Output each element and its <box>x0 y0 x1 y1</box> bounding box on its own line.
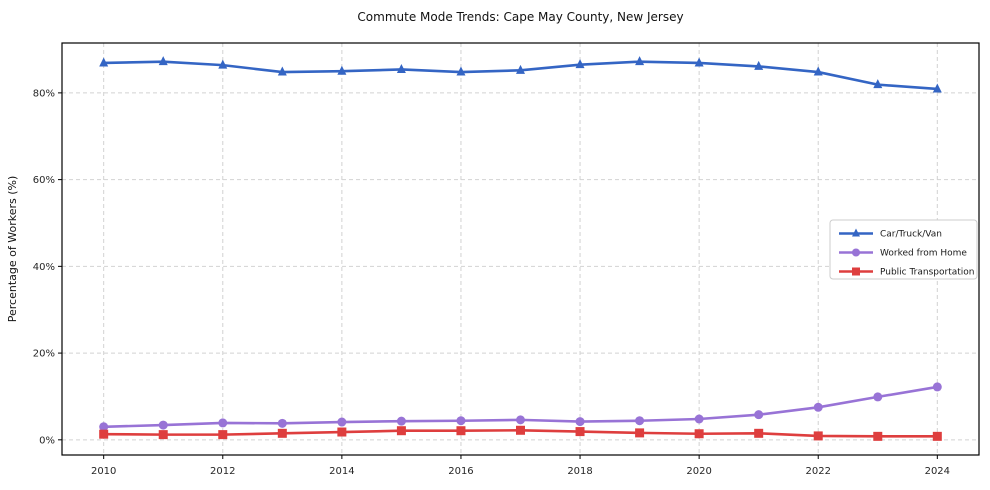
marker-public-transportation <box>99 429 109 439</box>
x-tick-label: 2012 <box>210 466 235 477</box>
marker-car-truck-van <box>277 66 287 76</box>
marker-worked-from-home <box>516 415 525 425</box>
plot-border <box>61 42 980 456</box>
x-tick-label: 2024 <box>925 466 950 477</box>
legend-marker-car-truck-van <box>852 228 860 237</box>
marker-car-truck-van <box>218 59 228 69</box>
marker-worked-from-home <box>575 417 585 427</box>
x-tick-label: 2010 <box>91 466 116 477</box>
marker-worked-from-home <box>932 382 942 392</box>
marker-worked-from-home <box>813 402 823 412</box>
marker-worked-from-home <box>99 422 109 432</box>
y-tick-label: 60% <box>33 175 55 186</box>
legend-label: Worked from Home <box>880 249 967 259</box>
marker-car-truck-van <box>694 57 704 67</box>
marker-public-transportation <box>754 428 764 438</box>
marker-public-transportation <box>635 428 645 438</box>
marker-car-truck-van <box>158 56 168 66</box>
x-tick-label: 2020 <box>686 466 711 477</box>
marker-public-transportation <box>932 431 942 441</box>
marker-public-transportation <box>694 429 704 439</box>
x-tick-label: 2016 <box>448 466 473 477</box>
y-tick-label: 0% <box>39 435 55 446</box>
x-tick-label: 2014 <box>329 466 354 477</box>
tick-marks <box>58 92 938 459</box>
marker-car-truck-van <box>873 79 883 89</box>
marker-car-truck-van <box>575 59 585 69</box>
legend-item-worked-from-home: Worked from Home <box>839 248 967 259</box>
marker-worked-from-home <box>396 416 406 426</box>
marker-worked-from-home <box>337 417 347 427</box>
y-tick-label: 20% <box>33 349 55 360</box>
series-car-truck-van <box>99 56 942 93</box>
legend-item-public-transportation: Public Transportation <box>839 267 974 278</box>
x-tick-label: 2022 <box>806 466 831 477</box>
y-tick-label: 80% <box>33 88 55 99</box>
legend-marker-worked-from-home <box>852 248 860 257</box>
marker-car-truck-van <box>396 63 406 73</box>
y-axis-label: Percentage of Workers (%) <box>6 176 19 323</box>
y-tick-label: 40% <box>33 262 55 273</box>
marker-public-transportation <box>575 427 585 437</box>
marker-car-truck-van <box>456 66 466 76</box>
marker-worked-from-home <box>218 418 228 428</box>
marker-car-truck-van <box>516 64 525 74</box>
marker-public-transportation <box>277 428 287 438</box>
marker-car-truck-van <box>754 60 764 70</box>
marker-car-truck-van <box>932 83 942 93</box>
marker-public-transportation <box>516 425 525 435</box>
marker-car-truck-van <box>635 56 645 66</box>
marker-worked-from-home <box>754 410 764 420</box>
legend-label: Car/Truck/Van <box>880 230 942 240</box>
marker-worked-from-home <box>277 418 287 428</box>
marker-car-truck-van <box>99 57 109 67</box>
legend-item-car-truck-van: Car/Truck/Van <box>839 228 942 240</box>
marker-worked-from-home <box>635 416 645 426</box>
series-public-transportation <box>99 425 942 441</box>
marker-public-transportation <box>218 430 228 440</box>
marker-public-transportation <box>456 426 466 436</box>
marker-worked-from-home <box>694 414 704 424</box>
marker-public-transportation <box>813 431 823 441</box>
marker-worked-from-home <box>158 420 168 430</box>
marker-public-transportation <box>396 426 406 436</box>
legend-label: Public Transportation <box>880 268 974 278</box>
chart-title: Commute Mode Trends: Cape May County, Ne… <box>357 10 683 24</box>
marker-public-transportation <box>337 427 347 437</box>
legend-marker-public-transportation <box>852 267 860 276</box>
marker-worked-from-home <box>873 392 883 402</box>
marker-public-transportation <box>873 431 883 441</box>
x-tick-label: 2018 <box>567 466 592 477</box>
marker-worked-from-home <box>456 416 466 426</box>
marker-car-truck-van <box>813 66 823 76</box>
legend: Car/Truck/Van Worked from Home Public Tran… <box>829 219 978 280</box>
marker-public-transportation <box>158 430 168 440</box>
series-worked-from-home <box>99 382 942 432</box>
marker-car-truck-van <box>337 65 347 75</box>
